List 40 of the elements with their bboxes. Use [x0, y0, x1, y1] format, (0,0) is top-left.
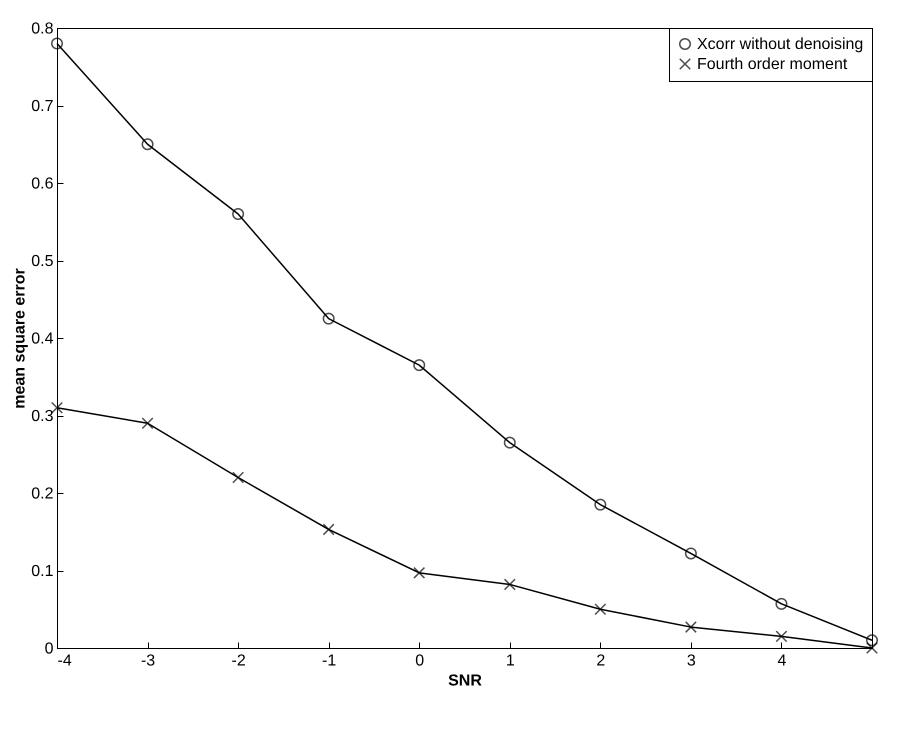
x-tick-label: -2	[231, 652, 246, 670]
y-tick-label: 0.3	[31, 408, 54, 425]
y-tick-label: 0.4	[31, 330, 54, 348]
point	[775, 630, 788, 642]
point	[142, 138, 154, 150]
point	[413, 359, 426, 372]
legend-label: Xcorr without denoising	[697, 36, 864, 53]
point	[142, 417, 154, 430]
x-tick-label: 0	[415, 652, 424, 670]
x-tick-label: -1	[322, 652, 336, 670]
y-tick-label: 0.2	[31, 486, 54, 502]
point	[504, 436, 516, 449]
x-tick-label: -3	[140, 652, 156, 670]
y-tick-label: 0.6	[31, 176, 54, 192]
y-tick-label: 0	[44, 640, 54, 658]
y-axis-title: mean square error	[11, 268, 28, 409]
point	[232, 208, 244, 220]
point	[322, 523, 335, 536]
point	[684, 547, 697, 560]
point	[684, 621, 697, 634]
y-tick-label: 0.1	[31, 563, 54, 580]
x-axis-title: SNR	[448, 672, 482, 690]
point	[775, 598, 788, 610]
point	[413, 566, 426, 579]
x-tick-label: 4	[777, 652, 786, 670]
x-tick-label: 2	[596, 652, 606, 670]
y-tick-label: 0.5	[31, 253, 54, 270]
point	[594, 603, 606, 616]
point	[322, 312, 335, 325]
point	[232, 472, 244, 484]
legend-label: Fourth order moment	[697, 56, 848, 73]
y-tick-label: 0.7	[31, 98, 54, 115]
point	[51, 38, 63, 50]
x-tick-label: 1	[506, 652, 515, 670]
y-tick-label: 0.8	[31, 20, 54, 38]
x-tick-label: 3	[686, 652, 696, 670]
x-tick-label: -4	[58, 652, 72, 670]
point	[504, 578, 516, 590]
point	[594, 498, 606, 511]
point	[51, 402, 63, 414]
